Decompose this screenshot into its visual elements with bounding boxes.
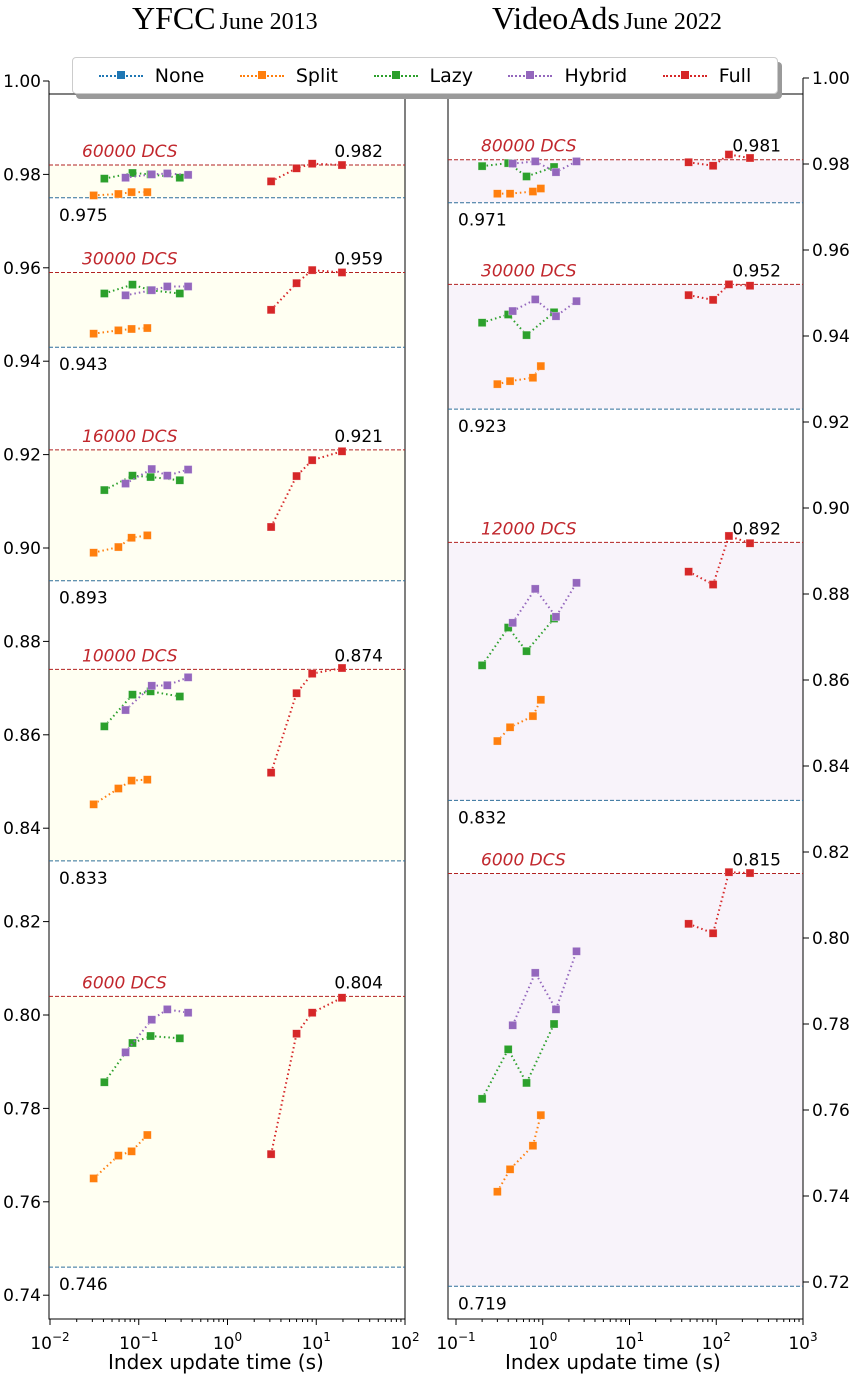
svg-text:0.84: 0.84 [3, 819, 41, 839]
svg-text:1.00: 1.00 [812, 69, 850, 89]
svg-text:0.892: 0.892 [732, 519, 781, 539]
right-x-axis-label: Index update time (s) [505, 1350, 721, 1374]
svg-text:0.88: 0.88 [3, 632, 41, 652]
legend-item-hybrid: Hybrid [508, 65, 627, 87]
svg-text:0.82: 0.82 [3, 913, 41, 933]
svg-text:0.893: 0.893 [59, 589, 108, 609]
svg-text:0.98: 0.98 [812, 155, 850, 175]
svg-text:0.80: 0.80 [812, 929, 850, 949]
legend-label-hybrid: Hybrid [564, 64, 628, 87]
legend-label-none: None [154, 64, 205, 87]
svg-text:0.88: 0.88 [812, 585, 850, 605]
svg-text:0.80: 0.80 [3, 1006, 41, 1026]
svg-text:10−1: 10−1 [436, 1330, 475, 1354]
legend-marker-split-icon [239, 70, 284, 81]
svg-text:0.86: 0.86 [3, 726, 41, 746]
svg-text:60000 DCS: 60000 DCS [82, 142, 178, 162]
svg-text:0.874: 0.874 [334, 646, 383, 666]
svg-text:0.94: 0.94 [812, 327, 850, 347]
legend-item-full: Full [662, 64, 752, 87]
svg-text:0.815: 0.815 [732, 851, 781, 871]
left-panel-title: YFCC June 2013 [132, 0, 318, 37]
svg-text:30000 DCS: 30000 DCS [481, 261, 577, 281]
svg-text:0.86: 0.86 [812, 671, 850, 691]
svg-text:101: 101 [615, 1330, 644, 1354]
svg-text:0.82: 0.82 [812, 843, 850, 863]
legend-marker-hybrid-icon [508, 70, 553, 81]
right-title-sub: June 2022 [623, 9, 722, 35]
svg-text:0.78: 0.78 [3, 1099, 41, 1119]
svg-text:0.959: 0.959 [334, 249, 383, 269]
svg-text:10−1: 10−1 [119, 1330, 158, 1354]
svg-text:102: 102 [390, 1330, 419, 1354]
svg-text:10000 DCS: 10000 DCS [82, 646, 178, 666]
svg-text:0.832: 0.832 [458, 808, 507, 828]
legend-marker-full-icon [662, 70, 707, 81]
svg-text:6000 DCS: 6000 DCS [82, 973, 167, 993]
svg-text:103: 103 [788, 1330, 817, 1354]
left-plot-yfcc: 0.74 0.76 0.78 0.80 0.82 0.84 0.86 0.88 0.90 0.92… [3, 72, 420, 1354]
svg-text:16000 DCS: 16000 DCS [82, 427, 178, 447]
svg-text:100: 100 [213, 1330, 242, 1354]
svg-text:0.971: 0.971 [458, 211, 507, 231]
svg-text:0.921: 0.921 [334, 427, 383, 447]
svg-text:0.98: 0.98 [3, 165, 41, 185]
svg-text:0.92: 0.92 [3, 446, 41, 466]
svg-text:0.923: 0.923 [458, 417, 507, 437]
svg-text:100: 100 [528, 1330, 557, 1354]
right-panel-title: VideoAds June 2022 [492, 0, 722, 37]
svg-text:0.74: 0.74 [812, 1187, 850, 1207]
svg-text:0.804: 0.804 [334, 973, 383, 993]
left-title-main: YFCC [132, 0, 216, 36]
svg-text:10−2: 10−2 [30, 1330, 69, 1354]
legend-label-lazy: Lazy [429, 64, 473, 87]
svg-text:0.746: 0.746 [59, 1275, 108, 1295]
legend-marker-lazy-icon [373, 70, 418, 81]
svg-text:12000 DCS: 12000 DCS [481, 519, 577, 539]
svg-text:0.943: 0.943 [59, 355, 108, 375]
svg-text:0.92: 0.92 [812, 413, 850, 433]
svg-text:0.96: 0.96 [812, 241, 850, 261]
svg-text:0.72: 0.72 [812, 1273, 850, 1293]
legend-item-lazy: Lazy [373, 64, 473, 87]
svg-text:0.84: 0.84 [812, 757, 850, 777]
legend-label-full: Full [718, 64, 752, 87]
legend-marker-none-icon [98, 70, 143, 81]
svg-text:101: 101 [302, 1330, 331, 1354]
legend-label-split: Split [295, 64, 338, 87]
legend: None Split Lazy Hybrid Full [72, 57, 778, 94]
right-plot-videoads: 0.72 0.74 0.76 0.78 0.80 0.82 0.84 0.86 0.88 0.90… [436, 69, 850, 1354]
legend-item-none: None [98, 64, 205, 87]
svg-text:0.76: 0.76 [3, 1193, 41, 1213]
svg-text:0.982: 0.982 [334, 142, 383, 162]
svg-text:6000 DCS: 6000 DCS [481, 851, 566, 871]
svg-text:0.96: 0.96 [3, 259, 41, 279]
svg-text:30000 DCS: 30000 DCS [82, 249, 178, 269]
svg-text:0.78: 0.78 [812, 1015, 850, 1035]
left-x-axis-label: Index update time (s) [108, 1350, 324, 1374]
legend-item-split: Split [239, 64, 338, 87]
svg-text:0.952: 0.952 [732, 261, 781, 281]
svg-text:0.76: 0.76 [812, 1101, 850, 1121]
right-title-main: VideoAds [492, 0, 620, 36]
svg-text:0.94: 0.94 [3, 352, 41, 372]
svg-text:0.719: 0.719 [458, 1294, 507, 1314]
svg-text:102: 102 [702, 1330, 731, 1354]
svg-text:0.74: 0.74 [3, 1286, 41, 1306]
svg-text:0.90: 0.90 [812, 499, 850, 519]
svg-text:80000 DCS: 80000 DCS [481, 137, 577, 157]
svg-text:0.981: 0.981 [732, 137, 781, 157]
svg-text:0.975: 0.975 [59, 206, 108, 226]
left-title-sub: June 2013 [219, 9, 318, 35]
svg-text:0.90: 0.90 [3, 539, 41, 559]
svg-text:0.833: 0.833 [59, 869, 108, 889]
svg-text:1.00: 1.00 [3, 72, 41, 92]
